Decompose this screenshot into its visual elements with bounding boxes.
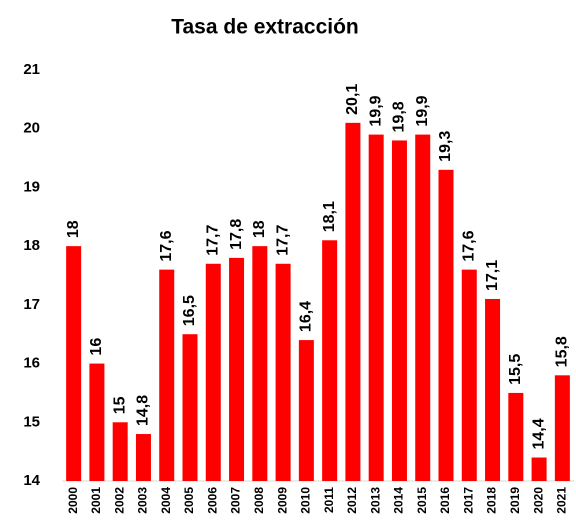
- y-tick-label: 16: [23, 355, 40, 372]
- value-label: 19,3: [437, 131, 454, 162]
- x-tick-label: 2004: [159, 487, 173, 514]
- value-label: 15,5: [507, 354, 524, 385]
- bar: [345, 122, 361, 481]
- value-label: 16,5: [181, 295, 198, 326]
- x-tick-label: 2016: [438, 487, 452, 514]
- x-tick-label: 2003: [136, 487, 150, 514]
- x-tick-label: 2011: [322, 487, 336, 513]
- bar: [252, 246, 268, 481]
- bar: [508, 392, 524, 481]
- y-tick-label: 20: [23, 120, 40, 137]
- x-tick-label: 2007: [229, 487, 243, 514]
- y-tick-label: 19: [23, 178, 40, 195]
- x-tick-label: 2006: [205, 487, 219, 514]
- value-label: 14,4: [530, 418, 547, 449]
- value-label: 18: [65, 220, 82, 238]
- x-tick-label: 2015: [415, 487, 429, 514]
- value-label: 17,1: [484, 260, 501, 291]
- x-tick-label: 2021: [555, 487, 569, 514]
- y-tick-label: 14: [23, 472, 40, 489]
- x-tick-label: 2009: [275, 487, 289, 514]
- value-label: 15,8: [554, 336, 571, 367]
- bar: [275, 263, 291, 481]
- x-tick-label: 2005: [182, 487, 196, 514]
- bar: [554, 375, 570, 481]
- x-tick-label: 2002: [112, 487, 126, 514]
- bar: [229, 257, 245, 481]
- y-tick-label: 18: [23, 237, 40, 254]
- value-label: 15: [111, 396, 128, 414]
- value-label: 16: [88, 338, 105, 356]
- value-label: 19,9: [367, 95, 384, 126]
- value-label: 16,4: [298, 301, 315, 332]
- bar: [298, 340, 314, 481]
- bar: [415, 134, 431, 482]
- y-tick-label: 21: [23, 61, 40, 78]
- value-label: 17,6: [460, 230, 477, 261]
- x-tick-label: 2017: [461, 487, 475, 514]
- bar: [66, 246, 82, 481]
- x-tick-label: 2000: [66, 487, 80, 514]
- x-tick-label: 2001: [89, 487, 103, 514]
- bar: [391, 140, 407, 481]
- x-tick-label: 2012: [345, 487, 359, 514]
- bar: [112, 422, 128, 481]
- bar: [531, 457, 547, 481]
- value-label: 18,1: [321, 201, 338, 232]
- bar: [485, 298, 501, 481]
- x-tick-label: 2010: [299, 487, 313, 514]
- x-tick-label: 2013: [368, 487, 382, 514]
- bar: [461, 269, 477, 481]
- y-tick-label: 15: [23, 413, 40, 430]
- value-label: 20,1: [344, 84, 361, 115]
- x-tick-label: 2019: [508, 487, 522, 514]
- y-tick-label: 17: [23, 296, 40, 313]
- x-tick-label: 2018: [485, 487, 499, 514]
- x-tick-label: 2020: [531, 487, 545, 514]
- value-label: 17,7: [204, 225, 221, 256]
- value-label: 17,6: [158, 230, 175, 261]
- chart-title: Tasa de extracción: [171, 16, 359, 39]
- bar: [89, 363, 105, 481]
- bar: [182, 334, 198, 481]
- value-label: 17,7: [274, 225, 291, 256]
- x-tick-label: 2014: [392, 487, 406, 514]
- x-tick-label: 2008: [252, 487, 266, 514]
- value-label: 19,9: [414, 95, 431, 126]
- value-label: 14,8: [135, 395, 152, 426]
- bar: [159, 269, 175, 481]
- value-label: 18: [251, 220, 268, 238]
- value-label: 19,8: [391, 101, 408, 132]
- bar: [205, 263, 221, 481]
- bar: [135, 434, 151, 481]
- value-label: 17,8: [228, 219, 245, 250]
- bar: [438, 169, 454, 482]
- bar: [368, 134, 384, 482]
- bar: [322, 240, 338, 481]
